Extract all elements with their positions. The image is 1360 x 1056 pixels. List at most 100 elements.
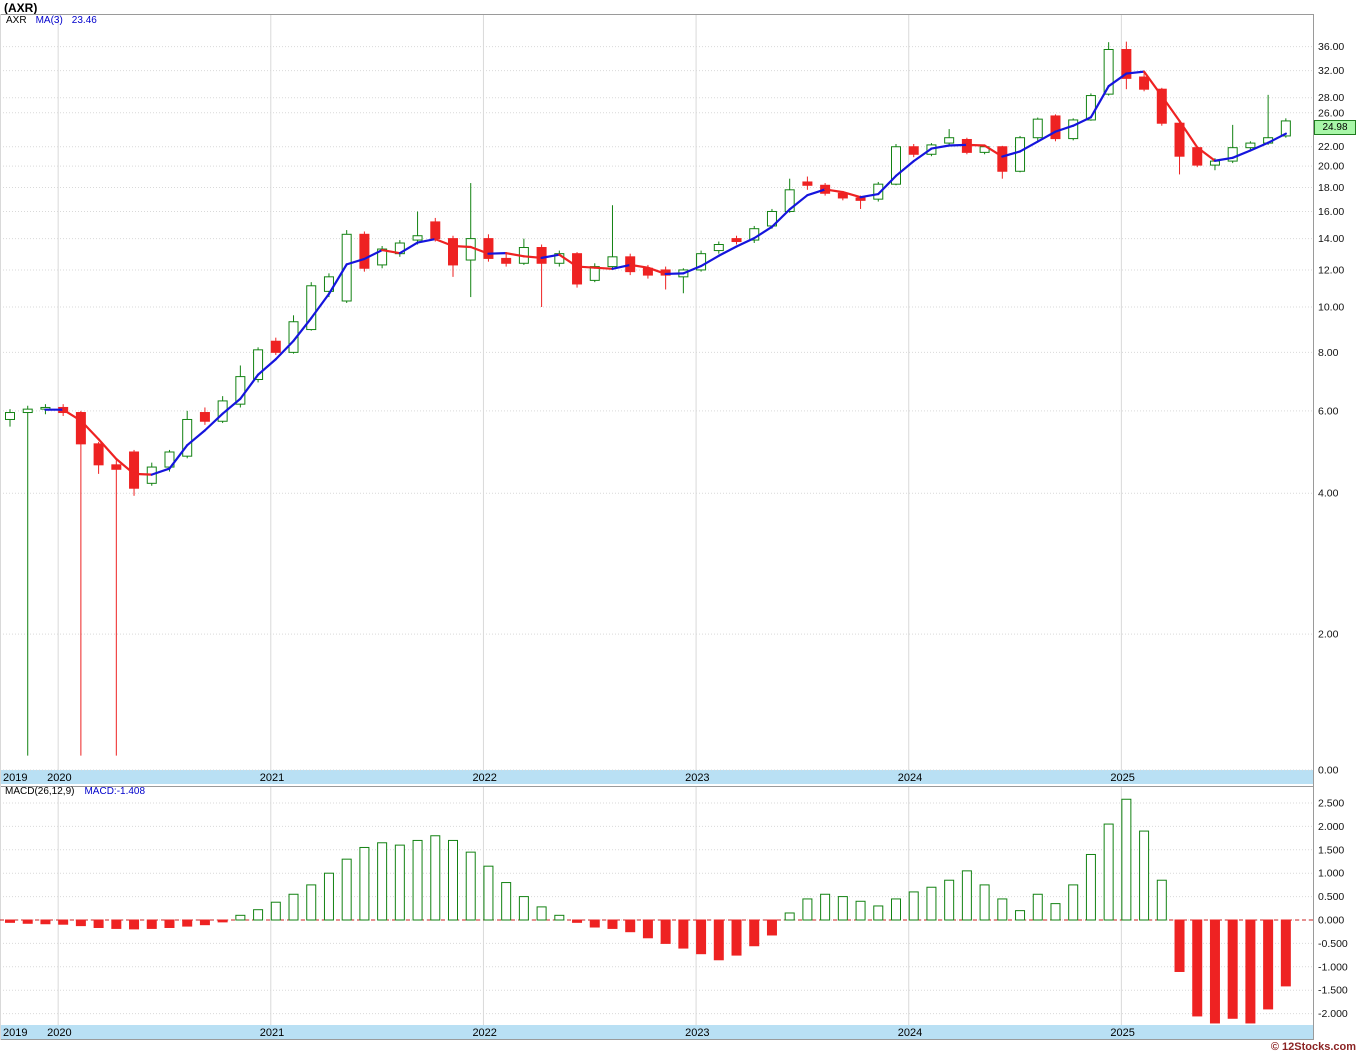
macd-bar (802, 898, 813, 921)
macd-bar (926, 886, 937, 921)
candle (908, 143, 919, 158)
macd-bar (1139, 830, 1150, 921)
macd-bar (270, 901, 281, 921)
year-label: 2020 (47, 772, 71, 784)
macd-bar (341, 858, 352, 921)
candle (501, 253, 512, 267)
candle (111, 460, 122, 756)
candle (1174, 121, 1185, 175)
macd-bar (572, 919, 583, 923)
price-tick-label: 26.00 (1318, 107, 1344, 119)
year-label: 2021 (260, 1027, 284, 1039)
macd-bar (40, 919, 51, 925)
candle (235, 365, 246, 408)
macd-bar (1015, 910, 1026, 921)
macd-bar (731, 919, 742, 956)
macd-tick-label: 0.000 (1318, 915, 1344, 927)
macd-bar (1121, 798, 1132, 921)
candle (554, 250, 565, 267)
candle (1139, 73, 1150, 92)
ma-line (44, 70, 1287, 476)
macd-tick-label: -1.500 (1318, 985, 1348, 997)
macd-bar (1103, 823, 1114, 921)
macd-bar (182, 919, 193, 927)
macd-bar (235, 914, 246, 921)
macd-bar (820, 893, 831, 921)
candle (75, 410, 86, 756)
macd-bar (288, 893, 299, 921)
macd-bar (483, 865, 494, 921)
candle (607, 205, 618, 269)
macd-bar (625, 919, 636, 933)
candle (270, 337, 281, 355)
candle (93, 441, 104, 474)
macd-bar (660, 919, 671, 944)
candle (784, 178, 795, 213)
macd-bar (873, 905, 884, 921)
macd-bar (111, 919, 122, 929)
macd-bar (1263, 919, 1274, 1010)
macd-bar (678, 919, 689, 949)
candle (1068, 118, 1079, 141)
price-tick-label: 18.00 (1318, 182, 1344, 194)
macd-histogram (0, 798, 1313, 1024)
macd-bar (607, 919, 618, 929)
macd-bar (997, 898, 1008, 921)
year-label: 2024 (898, 772, 922, 784)
macd-bar (979, 884, 990, 921)
year-labels: 2019 2019 2020 2020 2021 2021 2022 2022 2023 2023… (3, 772, 1135, 1039)
macd-bar (448, 839, 458, 921)
price-tick-label: 6.00 (1318, 405, 1339, 417)
candle (430, 217, 441, 242)
macd-tick-label: 1.000 (1318, 868, 1344, 880)
candle (341, 230, 352, 303)
macd-bar (1068, 884, 1079, 921)
candle (5, 409, 15, 427)
year-label: 2025 (1110, 772, 1134, 784)
macd-bar (1280, 919, 1291, 987)
price-tick-label: 16.00 (1318, 206, 1344, 218)
macd-bar (22, 919, 33, 924)
macd-bar (713, 919, 724, 961)
macd-bar (359, 846, 370, 921)
macd-params-label: MACD(26,12,9) (5, 786, 75, 797)
macd-bar (1192, 919, 1203, 1017)
macd-bar (93, 919, 104, 928)
candle (253, 347, 264, 383)
x-axis-strips (0, 770, 1313, 1039)
candle (660, 266, 671, 290)
candlesticks (5, 41, 1291, 756)
macd-bar (146, 919, 157, 929)
candle (891, 143, 901, 186)
macd-bar (5, 919, 15, 923)
candle (518, 238, 529, 265)
price-tick-label: 22.00 (1318, 141, 1344, 153)
macd-bar (394, 844, 405, 921)
macd-value-label: MACD:-1.408 (84, 786, 146, 797)
macd-bar (1032, 893, 1043, 921)
candle (997, 145, 1008, 179)
candle (1015, 135, 1026, 173)
page-title: (AXR) (4, 1, 38, 15)
candle (1050, 114, 1061, 142)
candle (802, 176, 813, 190)
macd-bar (1245, 919, 1256, 1024)
macd-bar (1209, 919, 1220, 1024)
macd-bar (536, 906, 547, 921)
macd-bar (1156, 879, 1167, 921)
year-label: 2019 (3, 1027, 27, 1039)
macd-bar (164, 919, 175, 928)
macd-bar (944, 879, 955, 921)
candle (199, 407, 210, 425)
year-label: 2025 (1110, 1027, 1134, 1039)
legend-symbol: AXR (6, 15, 27, 26)
candle (536, 244, 547, 307)
candle (713, 241, 724, 254)
price-tick-label: 28.00 (1318, 92, 1344, 104)
candle (465, 183, 476, 298)
macd-bar (323, 872, 334, 921)
macd-bar (749, 919, 760, 947)
price-tick-label: 10.00 (1318, 302, 1344, 314)
macd-tick-label: -2.000 (1318, 1008, 1348, 1020)
